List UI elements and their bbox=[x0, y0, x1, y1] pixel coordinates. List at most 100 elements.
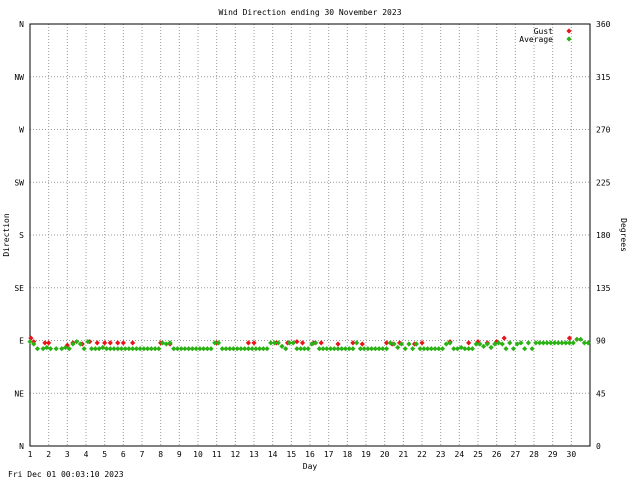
gust-point bbox=[130, 340, 136, 346]
y-right-tick-label: 0 bbox=[596, 442, 601, 451]
average-point bbox=[413, 341, 419, 347]
average-point bbox=[215, 340, 222, 346]
average-point bbox=[365, 346, 371, 352]
average-point bbox=[279, 343, 285, 349]
x-tick-label: 8 bbox=[158, 450, 163, 459]
average-point bbox=[130, 346, 136, 352]
gust-point bbox=[46, 340, 52, 346]
data-points bbox=[27, 335, 591, 352]
average-point bbox=[305, 346, 311, 352]
x-tick-label: 24 bbox=[455, 450, 465, 459]
average-point bbox=[432, 346, 438, 352]
average-point bbox=[186, 346, 192, 352]
average-point bbox=[522, 346, 528, 352]
x-tick-label: 27 bbox=[511, 450, 521, 459]
y-axis-right-label: Degrees bbox=[619, 218, 628, 252]
average-point bbox=[376, 346, 382, 352]
average-point bbox=[585, 340, 591, 346]
average-point bbox=[402, 346, 408, 352]
average-point bbox=[469, 346, 475, 352]
y-right-tick-label: 360 bbox=[596, 20, 611, 29]
average-point bbox=[488, 344, 494, 351]
y-right-tick-label: 45 bbox=[596, 389, 606, 398]
y-right-tick-label: 315 bbox=[596, 73, 611, 82]
average-point bbox=[466, 346, 472, 352]
x-tick-label: 25 bbox=[473, 450, 483, 459]
average-point bbox=[193, 346, 199, 352]
average-point bbox=[89, 346, 95, 352]
chart-title: Wind Direction ending 30 November 2023 bbox=[218, 8, 401, 17]
average-point bbox=[53, 346, 59, 352]
average-point bbox=[566, 340, 573, 346]
average-point bbox=[439, 346, 446, 352]
average-point bbox=[555, 340, 561, 346]
x-tick-label: 7 bbox=[140, 450, 145, 459]
x-tick-label: 2 bbox=[46, 450, 51, 459]
average-point bbox=[398, 341, 405, 347]
average-point bbox=[410, 346, 416, 352]
average-point bbox=[47, 346, 54, 352]
average-point bbox=[421, 346, 427, 352]
average-point bbox=[197, 346, 203, 352]
average-point bbox=[152, 346, 158, 352]
gust-point bbox=[115, 340, 121, 346]
average-point bbox=[260, 346, 266, 352]
average-point bbox=[74, 339, 80, 345]
x-tick-label: 30 bbox=[567, 450, 577, 459]
average-point bbox=[275, 340, 281, 346]
y-right-tick-label: 180 bbox=[596, 231, 611, 240]
x-tick-label: 15 bbox=[287, 450, 297, 459]
average-point bbox=[529, 346, 535, 352]
gust-point bbox=[107, 340, 113, 346]
gust-point bbox=[299, 340, 306, 346]
average-point bbox=[223, 346, 229, 352]
x-tick-label: 6 bbox=[121, 450, 126, 459]
average-point bbox=[249, 346, 255, 352]
average-point bbox=[171, 346, 177, 352]
y-left-tick-label: SW bbox=[14, 178, 24, 187]
average-point bbox=[339, 346, 345, 352]
average-point bbox=[298, 346, 304, 352]
average-point bbox=[563, 340, 569, 346]
average-point bbox=[533, 340, 539, 346]
average-point bbox=[219, 346, 225, 352]
x-axis-label: Day bbox=[303, 462, 318, 471]
average-point bbox=[118, 346, 125, 352]
average-point bbox=[271, 340, 278, 346]
average-point bbox=[59, 346, 65, 352]
average-point bbox=[174, 346, 181, 352]
average-point bbox=[268, 340, 274, 346]
gust-point bbox=[318, 340, 324, 346]
average-point bbox=[245, 346, 251, 352]
average-point bbox=[27, 339, 33, 345]
average-point bbox=[342, 346, 349, 352]
average-point bbox=[133, 346, 139, 352]
x-tick-label: 17 bbox=[324, 450, 334, 459]
x-tick-label: 16 bbox=[305, 450, 315, 459]
series-average bbox=[27, 336, 591, 352]
average-point bbox=[406, 341, 412, 347]
legend-marker bbox=[566, 36, 572, 42]
average-point bbox=[77, 341, 83, 347]
average-point bbox=[548, 340, 554, 346]
y-right-tick-label: 90 bbox=[596, 337, 606, 346]
average-point bbox=[212, 340, 218, 346]
average-point bbox=[428, 346, 434, 352]
average-point bbox=[156, 346, 162, 352]
gust-point bbox=[350, 340, 356, 346]
x-tick-label: 4 bbox=[84, 450, 89, 459]
average-point bbox=[391, 341, 397, 347]
average-point bbox=[354, 340, 360, 346]
average-point bbox=[447, 340, 453, 346]
x-tick-label: 20 bbox=[380, 450, 390, 459]
average-point bbox=[369, 346, 375, 352]
x-axis-ticks: 1 2 3 4 5 6 7 8 9 10 11 12 13 14 15 16 17 18 19 20 21 22 23 24 2… bbox=[28, 450, 577, 459]
average-point bbox=[477, 341, 483, 347]
average-point bbox=[31, 341, 37, 347]
average-point bbox=[518, 340, 524, 346]
average-point bbox=[257, 346, 263, 352]
average-point bbox=[238, 346, 244, 352]
average-point bbox=[357, 346, 363, 352]
